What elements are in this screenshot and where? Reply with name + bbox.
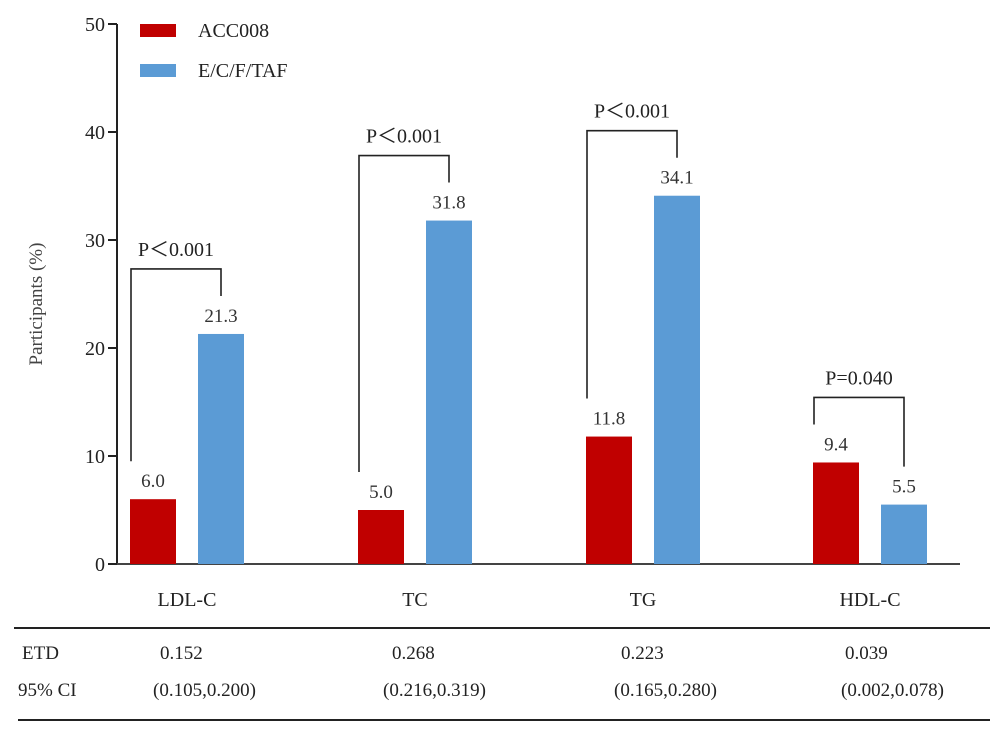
legend-swatch	[140, 24, 176, 37]
y-tick-label: 10	[85, 446, 105, 468]
ci-value: (0.165,0.280)	[614, 680, 717, 701]
y-tick-label: 50	[85, 14, 105, 36]
legend-label: E/C/F/TAF	[198, 60, 288, 82]
table-top-rule	[14, 627, 990, 629]
data-label: 31.8	[432, 193, 465, 214]
bar-acc008	[813, 462, 859, 564]
y-tick-label: 30	[85, 230, 105, 252]
bar-acc008	[130, 499, 176, 564]
bar-ecftaf	[654, 195, 700, 564]
table-row-label: 95% CI	[18, 680, 77, 701]
significance-bracket	[358, 154, 450, 472]
etd-value: 0.223	[621, 643, 664, 664]
bar-ecftaf	[426, 220, 472, 564]
p-value-label: P＜0.001	[138, 239, 214, 261]
legend-swatch	[140, 64, 176, 77]
table-row-label: ETD	[22, 643, 59, 664]
etd-value: 0.152	[160, 643, 203, 664]
data-label: 21.3	[204, 306, 237, 327]
ci-value: (0.002,0.078)	[841, 680, 944, 701]
significance-bracket	[813, 396, 905, 467]
ci-value: (0.216,0.319)	[383, 680, 486, 701]
significance-bracket	[130, 268, 222, 462]
y-tick-label: 0	[95, 554, 105, 576]
table-bottom-rule	[18, 719, 990, 721]
bar-ecftaf	[198, 333, 244, 564]
bar-ecftaf	[881, 504, 927, 564]
x-tick-label: TC	[402, 589, 428, 611]
p-value-label: P＜0.001	[366, 126, 442, 148]
data-label: 5.0	[369, 482, 393, 503]
p-value-label: P=0.040	[825, 367, 892, 389]
bar-chart: 0 10 20 30 40 50 Participants (%) LDL-C TC TG HDL-…	[26, 14, 960, 611]
p-value-label: P＜0.001	[594, 101, 670, 123]
y-tick-label: 20	[85, 338, 105, 360]
data-label: 9.4	[824, 434, 848, 455]
legend-label: ACC008	[198, 20, 269, 42]
y-tick-label: 40	[85, 122, 105, 144]
etd-value: 0.039	[845, 643, 888, 664]
data-label: 34.1	[660, 168, 693, 189]
x-tick-label: HDL-C	[839, 589, 900, 611]
bar-acc008	[358, 510, 404, 564]
data-label: 5.5	[892, 477, 916, 498]
data-label: 6.0	[141, 471, 165, 492]
etd-value: 0.268	[392, 643, 435, 664]
ci-value: (0.105,0.200)	[153, 680, 256, 701]
y-axis-label: Participants (%)	[26, 243, 47, 366]
x-tick-label: LDL-C	[158, 589, 217, 611]
significance-bracket	[586, 129, 678, 399]
x-tick-label: TG	[630, 589, 657, 611]
bar-acc008	[586, 436, 632, 564]
data-label: 11.8	[593, 409, 626, 430]
